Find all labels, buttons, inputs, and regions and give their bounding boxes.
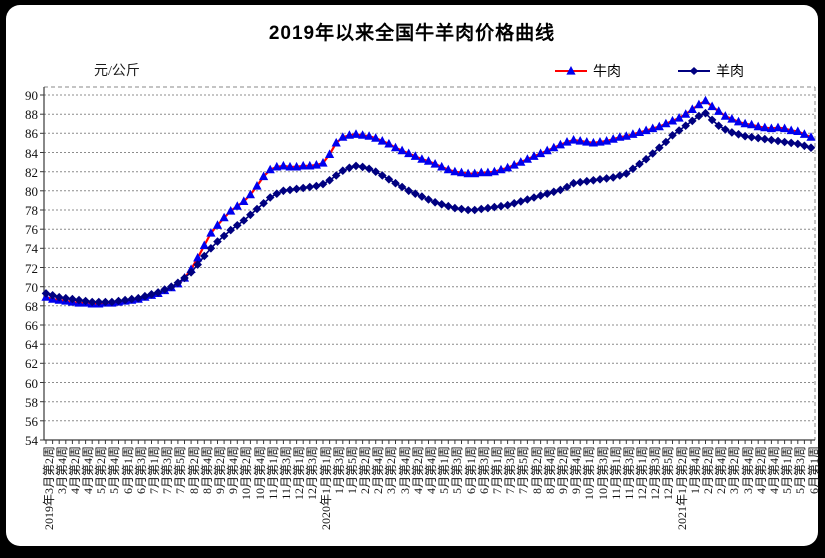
x-tick-label: 7月第5周 <box>173 446 188 495</box>
y-tick-label: 66 <box>25 318 38 333</box>
y-tick-label: 80 <box>25 183 38 199</box>
x-tick-label: 6月第3周 <box>133 446 148 495</box>
x-tick-label: 5月第1周 <box>780 446 795 495</box>
y-tick-label: 82 <box>25 164 38 180</box>
x-tick-label: 12月第1周 <box>635 446 649 501</box>
x-tick-label: 10月第4周 <box>252 446 267 501</box>
x-tick-label: 9月第2周 <box>213 446 227 495</box>
triangle-marker-icon <box>555 66 587 75</box>
x-tick-label: 5月第3周 <box>793 446 808 495</box>
legend-item-mutton: 羊肉 <box>677 61 744 81</box>
x-tick-label: 3月第2周 <box>384 446 399 495</box>
x-tick-label: 7月第3周 <box>160 446 175 495</box>
x-tick-label: 2月第2周 <box>358 446 373 495</box>
chart-card: 2019年以来全国牛羊肉价格曲线 元/公斤 牛肉 羊肉 54 56 58 60 62 64… <box>6 5 821 546</box>
x-tick-label: 4月第4周 <box>81 446 96 495</box>
x-tick-label: 12月第5周 <box>661 446 676 501</box>
y-tick-label: 84 <box>25 145 38 161</box>
x-tick-label: 7月第1周 <box>489 446 504 495</box>
x-tick-label: 1月第4周 <box>687 446 702 495</box>
x-tick-label: 4月第2周 <box>67 446 82 495</box>
y-tick-label: 62 <box>25 356 38 372</box>
y-axis-unit-label: 元/公斤 <box>94 64 140 79</box>
legend-label-beef: 牛肉 <box>593 65 621 80</box>
y-tick-label: 78 <box>25 203 38 218</box>
x-tick-label: 3月第4周 <box>54 446 69 495</box>
x-tick-label: 6月第1周 <box>120 446 135 495</box>
x-tick-label: 8月第2周 <box>186 446 201 495</box>
x-tick-label: 6月第1周 <box>463 446 478 495</box>
legend-label-mutton: 羊肉 <box>716 65 744 80</box>
x-tick-label: 9月第4周 <box>569 446 584 495</box>
x-tick-label: 4月第2周 <box>753 446 768 495</box>
x-tick-label: 4月第2周 <box>410 446 425 495</box>
x-tick-label: 2月第4周 <box>714 446 729 495</box>
y-tick-label: 90 <box>25 88 38 103</box>
y-tick-label: 76 <box>25 222 38 238</box>
x-tick-label: 10月第1周 <box>582 446 597 501</box>
x-tick-label: 12月第1周 <box>292 446 307 501</box>
legend-item-beef: 牛肉 <box>554 61 621 81</box>
x-tick-label: 5月第1周 <box>437 446 452 495</box>
x-tick-label: 4月第4周 <box>766 446 781 495</box>
x-tick-label: 8月第4周 <box>199 446 214 495</box>
x-tick-label: 11月第3周 <box>621 446 636 500</box>
x-tick-label: 5月第4周 <box>107 446 122 495</box>
x-tick-label: 11月第1周 <box>608 446 623 500</box>
y-tick-label: 60 <box>25 375 38 391</box>
price-line-chart <box>40 86 816 444</box>
x-tick-label: 2020年1月第1周 <box>318 446 333 531</box>
x-tick-label: 3月第2周 <box>727 446 742 495</box>
mutton-series-line <box>45 112 812 303</box>
x-tick-label: 3月第4周 <box>397 446 412 495</box>
x-tick-label: 11月第3周 <box>278 446 293 500</box>
x-tick-label: 11月第1周 <box>265 446 280 500</box>
y-tick-label: 70 <box>25 279 38 295</box>
x-tick-label: 1月第3周 <box>331 446 346 495</box>
x-tick-label: 9月第4周 <box>226 446 241 495</box>
y-tick-label: 64 <box>25 337 38 353</box>
y-tick-label: 54 <box>25 433 38 448</box>
chart-title: 2019年以来全国牛羊肉价格曲线 <box>268 23 556 44</box>
x-tick-label: 7月第1周 <box>147 446 161 495</box>
x-tick-label: 2019年3月第2周 <box>41 446 56 531</box>
x-tick-label: 12月第3周 <box>648 446 663 501</box>
y-tick-label: 68 <box>25 298 38 314</box>
x-tick-label: 12月第3周 <box>305 446 320 501</box>
x-tick-label: 4月第4周 <box>424 446 438 495</box>
x-tick-label: 1月第5周 <box>344 446 359 495</box>
x-tick-label: 10月第3周 <box>595 446 610 501</box>
x-tick-label: 2月第2周 <box>701 446 715 495</box>
y-tick-label: 74 <box>25 241 38 257</box>
x-tick-label: 3月第4周 <box>740 446 755 495</box>
x-tick-label: 7月第5周 <box>516 446 531 495</box>
mutton-series-markers <box>41 108 816 307</box>
x-tick-label: 5月第3周 <box>450 446 465 495</box>
x-tick-label: 6月第3周 <box>476 446 491 495</box>
x-tick-label: 9月第2周 <box>555 446 570 495</box>
diamond-marker-icon <box>678 67 710 75</box>
x-tick-label: 5月第2周 <box>94 446 109 495</box>
y-tick-label: 58 <box>25 394 38 410</box>
x-tick-label: 7月第3周 <box>503 446 518 495</box>
y-tick-label: 88 <box>25 107 38 123</box>
y-tick-label: 56 <box>25 413 38 429</box>
legend: 牛肉 羊肉 <box>554 61 744 81</box>
x-tick-label: 10月第2周 <box>239 446 254 501</box>
y-tick-label: 86 <box>25 126 38 142</box>
x-tick-label: 8月第2周 <box>529 446 544 495</box>
x-tick-label: 6月第1周 <box>806 446 821 495</box>
x-tick-label: 2021年1月第2周 <box>674 446 689 531</box>
y-tick-label: 72 <box>25 260 38 276</box>
x-tick-label: 8月第4周 <box>542 446 557 495</box>
x-tick-label: 2月第4周 <box>371 446 386 495</box>
